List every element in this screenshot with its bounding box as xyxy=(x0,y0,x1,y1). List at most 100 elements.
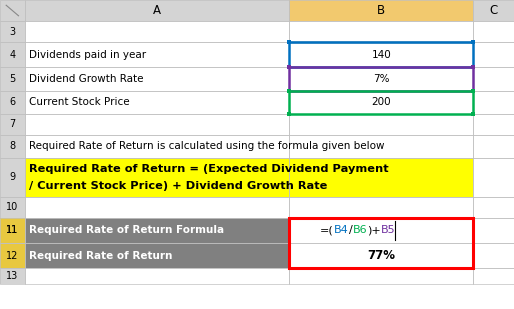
Bar xyxy=(0,158,25,197)
Text: 3: 3 xyxy=(9,27,15,36)
Text: 8: 8 xyxy=(9,141,15,151)
Bar xyxy=(25,67,289,91)
Text: / Current Stock Price) + Dividend Growth Rate: / Current Stock Price) + Dividend Growth… xyxy=(29,181,327,191)
Text: /: / xyxy=(348,225,353,235)
Text: B4: B4 xyxy=(334,225,348,235)
Bar xyxy=(0,197,25,218)
Bar xyxy=(473,218,514,243)
Bar xyxy=(473,21,514,42)
Bar xyxy=(0,91,25,114)
Bar xyxy=(473,21,514,42)
Text: 12: 12 xyxy=(6,251,19,260)
Text: B5: B5 xyxy=(381,225,395,235)
Bar xyxy=(25,218,289,243)
Bar xyxy=(473,0,514,21)
Bar xyxy=(25,21,289,42)
Bar xyxy=(289,114,473,135)
Text: Dividend Growth Rate: Dividend Growth Rate xyxy=(29,74,143,84)
Bar xyxy=(473,42,514,67)
Bar xyxy=(473,67,514,91)
Bar xyxy=(0,135,25,158)
Bar xyxy=(25,114,289,135)
Bar xyxy=(289,218,473,268)
Text: 9: 9 xyxy=(9,172,15,182)
Bar xyxy=(0,158,25,197)
Bar xyxy=(0,135,25,158)
Text: 200: 200 xyxy=(372,97,391,107)
Bar xyxy=(289,135,473,158)
Bar xyxy=(289,42,473,67)
Text: 5: 5 xyxy=(9,74,15,84)
Bar xyxy=(473,268,514,284)
Bar xyxy=(289,91,473,114)
Bar xyxy=(473,67,514,91)
Bar xyxy=(473,114,514,135)
Bar xyxy=(289,197,473,218)
Bar xyxy=(289,0,473,21)
Bar xyxy=(0,218,25,243)
Text: )+: )+ xyxy=(367,225,381,235)
Bar xyxy=(25,158,289,197)
Bar xyxy=(0,243,25,268)
Bar xyxy=(25,135,289,158)
Bar xyxy=(289,67,473,91)
Bar xyxy=(289,42,473,67)
Bar xyxy=(0,268,25,284)
Bar xyxy=(0,114,25,135)
Bar xyxy=(0,0,25,21)
Text: B6: B6 xyxy=(353,225,367,235)
Bar xyxy=(289,135,473,158)
Bar xyxy=(289,91,473,114)
Bar xyxy=(0,21,25,42)
Bar xyxy=(473,0,514,21)
Text: Required Rate of Return = (Expected Dividend Payment: Required Rate of Return = (Expected Divi… xyxy=(29,164,389,175)
Bar xyxy=(289,67,473,91)
Bar xyxy=(25,0,289,21)
Bar xyxy=(289,21,473,42)
Text: 77%: 77% xyxy=(368,249,395,262)
Bar xyxy=(0,21,25,42)
Bar xyxy=(0,91,25,114)
Text: =(: =( xyxy=(320,225,334,235)
Bar xyxy=(473,243,514,268)
Bar xyxy=(25,243,289,268)
Text: 7%: 7% xyxy=(373,74,390,84)
Text: 11: 11 xyxy=(6,225,19,235)
Bar xyxy=(289,158,473,197)
Bar xyxy=(473,42,514,67)
Bar xyxy=(289,243,473,268)
Bar xyxy=(0,42,25,67)
Bar xyxy=(25,197,289,218)
Bar xyxy=(473,218,514,243)
Bar xyxy=(0,67,25,91)
Bar xyxy=(289,114,473,135)
Bar xyxy=(0,243,25,268)
Bar xyxy=(0,268,25,284)
Bar xyxy=(25,0,289,21)
Bar xyxy=(0,67,25,91)
Text: Required Rate of Return is calculated using the formula given below: Required Rate of Return is calculated us… xyxy=(29,141,384,151)
Text: Dividends paid in year: Dividends paid in year xyxy=(29,50,146,60)
Bar xyxy=(473,158,514,197)
Bar xyxy=(25,114,289,135)
Bar xyxy=(289,67,473,91)
Bar xyxy=(289,42,473,67)
Bar xyxy=(0,218,25,243)
Text: B: B xyxy=(377,4,386,17)
Bar xyxy=(289,218,473,243)
Bar xyxy=(25,197,289,218)
Bar xyxy=(25,158,289,197)
Bar xyxy=(25,42,289,67)
Bar xyxy=(289,197,473,218)
Bar xyxy=(289,268,473,284)
Bar xyxy=(289,218,473,243)
Text: C: C xyxy=(489,4,498,17)
Bar xyxy=(0,197,25,218)
Bar xyxy=(473,268,514,284)
Bar xyxy=(473,91,514,114)
Bar xyxy=(473,114,514,135)
Bar xyxy=(0,0,25,21)
Bar xyxy=(0,218,25,243)
Bar xyxy=(25,135,289,158)
Text: 13: 13 xyxy=(6,271,19,281)
